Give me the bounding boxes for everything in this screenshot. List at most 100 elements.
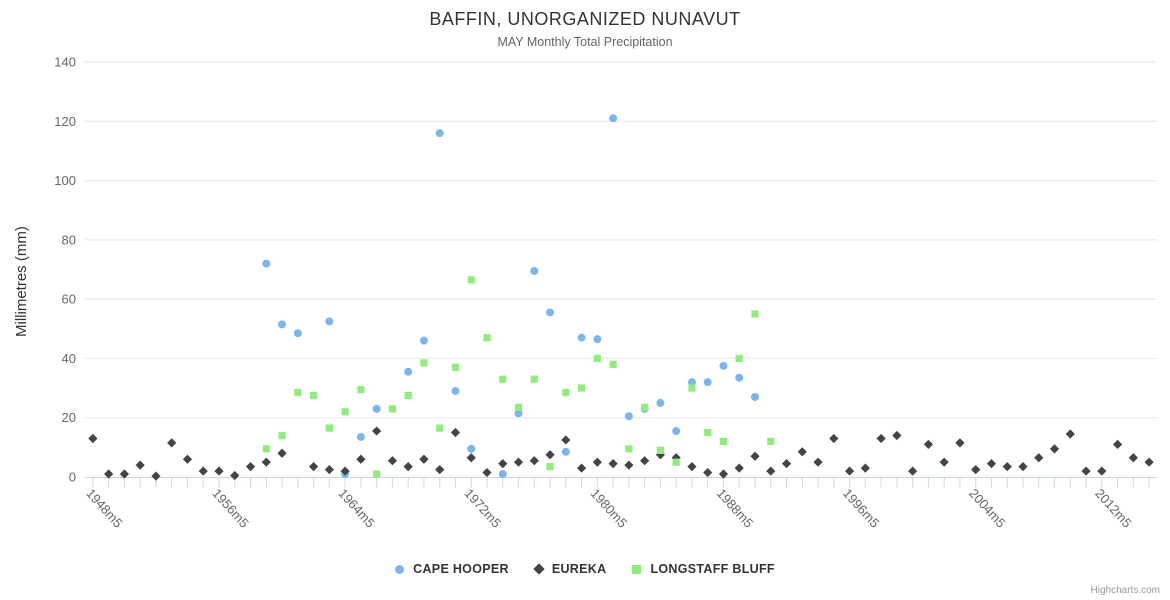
data-point[interactable] xyxy=(1081,466,1091,476)
data-point[interactable] xyxy=(450,427,461,438)
data-point[interactable] xyxy=(1128,453,1138,463)
data-point[interactable] xyxy=(1112,439,1123,449)
data-point[interactable] xyxy=(609,114,618,123)
data-point[interactable] xyxy=(467,444,476,453)
data-point[interactable] xyxy=(325,317,334,326)
data-point[interactable] xyxy=(372,404,381,413)
legend-item-eureka[interactable]: EUREKA xyxy=(533,562,607,576)
data-point[interactable] xyxy=(104,469,114,479)
data-point[interactable] xyxy=(939,457,949,467)
data-point[interactable] xyxy=(356,432,365,441)
data-point[interactable] xyxy=(309,391,318,400)
data-point[interactable] xyxy=(561,447,570,456)
data-point[interactable] xyxy=(767,437,775,446)
data-point[interactable] xyxy=(466,453,476,463)
data-point[interactable] xyxy=(1144,457,1154,467)
data-point[interactable] xyxy=(419,336,428,345)
data-point[interactable] xyxy=(562,388,570,397)
data-point[interactable] xyxy=(325,424,333,432)
data-point[interactable] xyxy=(135,460,145,470)
data-point[interactable] xyxy=(467,276,475,284)
data-point[interactable] xyxy=(672,458,680,466)
data-point[interactable] xyxy=(672,427,681,436)
data-point[interactable] xyxy=(262,259,271,268)
data-point[interactable] xyxy=(88,433,98,444)
data-point[interactable] xyxy=(373,470,381,478)
data-point[interactable] xyxy=(167,438,177,448)
data-point[interactable] xyxy=(703,467,713,478)
data-point[interactable] xyxy=(451,387,460,396)
data-point[interactable] xyxy=(719,437,728,446)
data-point[interactable] xyxy=(687,378,696,387)
data-point[interactable] xyxy=(625,445,633,453)
data-point[interactable] xyxy=(718,469,729,479)
data-point[interactable] xyxy=(483,334,491,342)
data-point[interactable] xyxy=(577,333,586,342)
data-point[interactable] xyxy=(451,363,460,371)
data-point[interactable] xyxy=(419,454,429,464)
data-point[interactable] xyxy=(372,426,382,436)
data-point[interactable] xyxy=(671,453,681,463)
data-point[interactable] xyxy=(261,457,271,467)
data-point[interactable] xyxy=(641,403,649,411)
data-point[interactable] xyxy=(530,266,539,275)
data-point[interactable] xyxy=(294,388,302,397)
data-point[interactable] xyxy=(435,129,444,138)
data-point[interactable] xyxy=(751,310,759,318)
data-point[interactable] xyxy=(278,431,286,440)
data-point[interactable] xyxy=(498,459,508,469)
data-point[interactable] xyxy=(640,456,650,466)
data-point[interactable] xyxy=(593,354,601,363)
data-point[interactable] xyxy=(356,454,366,464)
data-point[interactable] xyxy=(561,435,571,445)
legend-item-longstaff-bluff[interactable]: LONGSTAFF BLUFF xyxy=(632,562,775,576)
data-point[interactable] xyxy=(278,320,287,329)
data-point[interactable] xyxy=(766,466,776,476)
data-point[interactable] xyxy=(513,457,524,467)
data-point[interactable] xyxy=(514,403,523,411)
data-point[interactable] xyxy=(341,408,349,416)
data-point[interactable] xyxy=(656,398,665,407)
data-point[interactable] xyxy=(230,470,240,481)
data-point[interactable] xyxy=(735,373,744,382)
data-point[interactable] xyxy=(719,361,728,370)
data-point[interactable] xyxy=(546,308,555,317)
data-point[interactable] xyxy=(908,466,918,476)
data-point[interactable] xyxy=(420,359,428,367)
data-point[interactable] xyxy=(923,439,934,449)
data-point[interactable] xyxy=(703,378,712,387)
data-point[interactable] xyxy=(844,466,855,476)
data-point[interactable] xyxy=(1097,466,1107,476)
data-point[interactable] xyxy=(1018,462,1028,472)
data-point[interactable] xyxy=(577,384,586,392)
data-point[interactable] xyxy=(277,448,287,458)
data-point[interactable] xyxy=(435,464,445,475)
data-point[interactable] xyxy=(1002,462,1012,472)
data-point[interactable] xyxy=(781,459,792,469)
data-point[interactable] xyxy=(735,354,743,363)
data-point[interactable] xyxy=(340,466,350,476)
data-point[interactable] xyxy=(576,463,587,473)
data-point[interactable] xyxy=(498,470,507,479)
data-point[interactable] xyxy=(214,466,224,476)
data-point[interactable] xyxy=(262,445,270,453)
data-point[interactable] xyxy=(608,459,618,469)
data-point[interactable] xyxy=(955,438,965,448)
data-point[interactable] xyxy=(324,464,334,475)
data-point[interactable] xyxy=(514,409,523,418)
data-point[interactable] xyxy=(734,463,744,473)
data-point[interactable] xyxy=(813,457,823,467)
data-point[interactable] xyxy=(750,451,760,461)
data-point[interactable] xyxy=(198,466,208,476)
data-point[interactable] xyxy=(245,462,256,472)
data-point[interactable] xyxy=(151,471,161,481)
data-point[interactable] xyxy=(829,433,839,444)
data-point[interactable] xyxy=(499,375,507,383)
data-point[interactable] xyxy=(404,391,412,400)
data-point[interactable] xyxy=(545,450,555,460)
data-point[interactable] xyxy=(797,447,807,457)
data-point[interactable] xyxy=(308,462,319,472)
data-point[interactable] xyxy=(293,329,302,338)
data-point[interactable] xyxy=(592,457,602,467)
data-point[interactable] xyxy=(529,456,539,466)
